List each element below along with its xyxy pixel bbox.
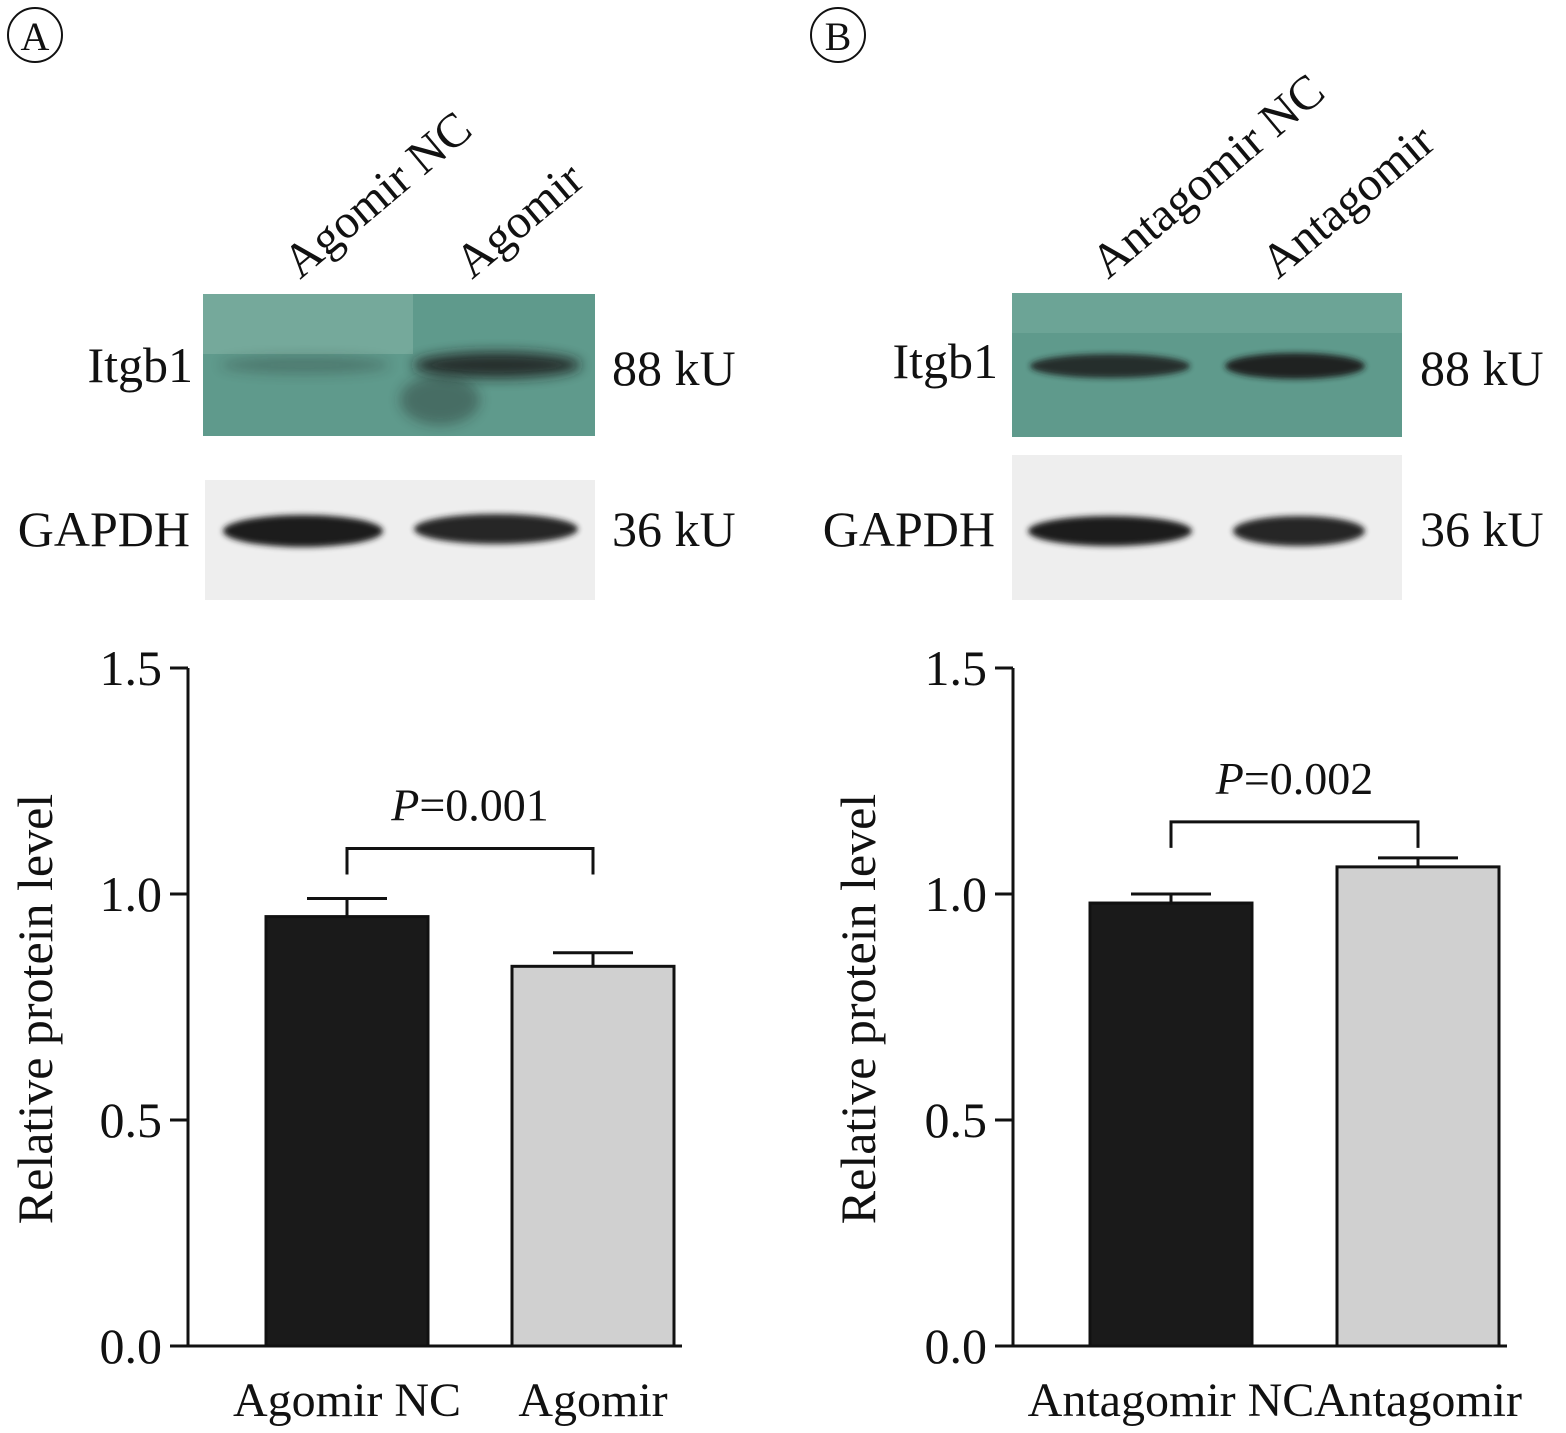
y-tick-label: 0.5: [925, 1092, 988, 1148]
band: [1225, 353, 1365, 379]
significance-bracket: [1169, 820, 1420, 848]
blot-background-highlight: [203, 294, 413, 354]
panel-b-itgb1-size: 88 kU: [1420, 340, 1544, 396]
y-tick-label: 1.5: [925, 640, 988, 696]
band: [414, 514, 578, 544]
y-tick-label: 0.5: [100, 1092, 163, 1148]
panel-a-gapdh-blot: [205, 480, 595, 600]
x-tick-label: Agomir: [518, 1374, 667, 1427]
y-tick-label: 1.5: [100, 640, 163, 696]
y-tick-label: 0.0: [925, 1318, 988, 1374]
panel-b: B Antagomir NC Antagomir Itgb1 88 kU GAP…: [810, 7, 1544, 1427]
band: [1030, 354, 1190, 378]
bar: [510, 964, 676, 1348]
panel-b-bar-chart: Antagomir NC Antagomir 0.0 0.5 1.0 1.5 Relativ…: [830, 640, 1522, 1427]
bar: [264, 915, 430, 1348]
bar: [1088, 901, 1254, 1348]
x-tick-label: Antagomir: [1314, 1374, 1522, 1427]
panel-b-itgb1-blot: [1012, 293, 1402, 437]
panel-a-gapdh-size: 36 kU: [612, 501, 736, 557]
panel-a-letter: A: [21, 14, 50, 59]
band: [220, 356, 390, 374]
y-tick-label: 1.0: [925, 866, 988, 922]
panel-a-lane-label: Agomir: [445, 152, 593, 289]
panel-a-lane-label: Agomir NC: [273, 101, 482, 288]
band: [413, 352, 581, 378]
blot-smear: [400, 375, 480, 425]
y-tick-label: 1.0: [100, 866, 163, 922]
band: [1028, 516, 1192, 546]
panel-b-gapdh-blot: [1012, 455, 1402, 600]
panel-a-itgb1-label: Itgb1: [87, 337, 193, 393]
panel-a-itgb1-size: 88 kU: [612, 340, 736, 396]
y-tick-label: 0.0: [100, 1318, 163, 1374]
y-axis-label: Relative protein level: [830, 794, 886, 1224]
significance-label: P=0.002: [1215, 753, 1374, 804]
y-axis-label: Relative protein level: [7, 794, 63, 1224]
panel-a-letter-circle: [7, 7, 63, 63]
x-tick-label: Antagomir NC: [1028, 1374, 1315, 1427]
x-tick-label: Agomir NC: [233, 1374, 461, 1427]
panel-b-gapdh-label: GAPDH: [823, 501, 995, 557]
panel-b-gapdh-size: 36 kU: [1420, 501, 1544, 557]
panel-b-itgb1-label: Itgb1: [892, 333, 998, 389]
panel-a: A Agomir NC Agomir Itgb1 88 kU GAPDH 36 …: [7, 7, 736, 1427]
band: [223, 515, 383, 547]
panel-a-itgb1-blot: [203, 294, 595, 436]
panel-b-letter-circle: [810, 7, 866, 63]
blot-background-highlight: [1012, 293, 1402, 333]
bar: [1335, 865, 1501, 1348]
panel-a-bar-chart: Agomir NC Agomir 0.0 0.5 1.0 1.5 Relative prot…: [7, 640, 682, 1427]
band: [1233, 516, 1365, 546]
panel-a-gapdh-label: GAPDH: [18, 501, 190, 557]
significance-bracket: [345, 847, 595, 875]
panel-b-letter: B: [825, 14, 852, 59]
significance-label: P=0.001: [390, 780, 549, 831]
